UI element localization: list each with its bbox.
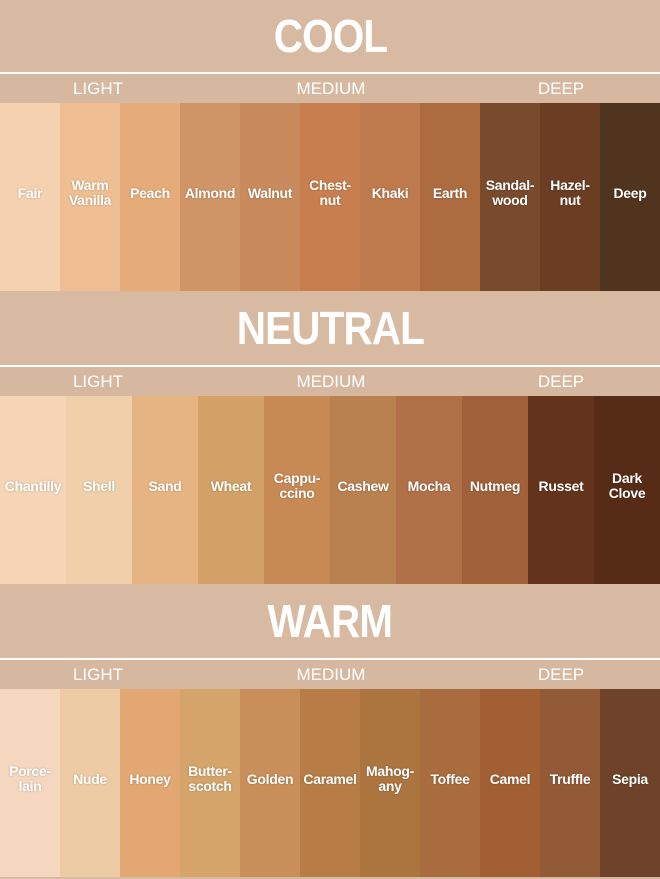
level-label-deep: DEEP [537,372,585,391]
shade-name: Chest- nut [309,177,351,208]
shade-name: Cashew [337,477,389,494]
shade-name: Golden [246,770,294,787]
shade-swatch: Wheat [198,396,264,584]
shade-swatch: Warm Vanilla [60,103,120,291]
section-title-text: COOL [273,10,387,62]
shade-name: Truffle [549,770,591,787]
shade-swatch: Earth [420,103,480,291]
shade-swatch: Chest- nut [300,103,360,291]
level-label-deep: DEEP [537,665,585,684]
section-cool: COOL LIGHT MEDIUM DEEP Fair Warm Vanilla Peac… [0,0,660,291]
shade-name: Nude [73,770,107,787]
shade-swatch: Golden [240,689,300,877]
shade-swatch: Chantilly [0,396,66,584]
shade-name: Dark Clove [608,470,646,501]
divider [0,658,660,660]
shade-swatch: Nutmeg [462,396,528,584]
shade-swatch: Walnut [240,103,300,291]
shade-swatch: Fair [0,103,60,291]
swatch-row: Chantilly Shell Sand Wheat Cappu- ccino Cashe… [0,396,660,584]
shade-swatch: Almond [180,103,240,291]
shade-swatch: Dark Clove [594,396,660,584]
shade-name: Camel [489,770,531,787]
shade-name: Warm Vanilla [68,177,112,208]
shade-name: Caramel [303,770,357,787]
level-labels: LIGHT MEDIUM DEEP [0,660,660,689]
shade-name: Butter- scotch [188,763,232,794]
section-title-text: WARM [267,595,394,647]
section-title-text: NEUTRAL [236,302,424,354]
shade-swatch: Cashew [330,396,396,584]
shade-name: Shell [83,477,115,494]
shade-swatch: Camel [480,689,540,877]
shade-swatch: Cappu- ccino [264,396,330,584]
shade-swatch: Sandal- wood [480,103,540,291]
shade-swatch: Khaki [360,103,420,291]
divider [0,72,660,74]
shade-swatch: Truffle [540,689,600,877]
shade-swatch: Deep [600,103,660,291]
divider [0,365,660,367]
shade-name: Walnut [247,184,293,201]
level-label-light: LIGHT [72,665,124,684]
shade-name: Russet [538,477,584,494]
swatch-row: Porce- lain Nude Honey Butter- scotch Golden… [0,689,660,877]
shade-swatch: Toffee [420,689,480,877]
shade-name: Sepia [612,770,648,787]
level-labels: LIGHT MEDIUM DEEP [0,74,660,103]
shade-name: Honey [129,770,171,787]
shade-name: Toffee [430,770,470,787]
shade-name: Mahog- any [366,763,414,794]
shade-name: Cappu- ccino [273,470,321,501]
shade-swatch: Sepia [600,689,660,877]
swatch-row: Fair Warm Vanilla Peach Almond Walnut Chest- … [0,103,660,291]
shade-swatch: Russet [528,396,594,584]
shade-name: Almond [184,184,236,201]
level-label-medium: MEDIUM [296,372,366,391]
level-label-deep: DEEP [537,79,585,98]
level-labels: LIGHT MEDIUM DEEP [0,367,660,396]
shade-swatch: Butter- scotch [180,689,240,877]
shade-swatch: Mocha [396,396,462,584]
level-label-light: LIGHT [72,79,124,98]
shade-name: Mocha [407,477,451,494]
shade-swatch: Shell [66,396,132,584]
shade-name: Porce- lain [9,763,51,794]
shade-name: Chantilly [4,477,62,494]
shade-name: Hazel- nut [550,177,590,208]
shade-name: Sand [148,477,182,494]
shade-swatch: Nude [60,689,120,877]
shade-swatch: Caramel [300,689,360,877]
shade-name: Sandal- wood [485,177,535,208]
shade-name: Khaki [371,184,409,201]
shade-name: Deep [613,184,647,201]
shade-name: Earth [432,184,468,201]
shade-swatch: Hazel- nut [540,103,600,291]
shade-swatch: Peach [120,103,180,291]
shade-name: Fair [17,184,43,201]
shade-name: Wheat [210,477,252,494]
shade-name: Peach [130,184,170,201]
section-title: WARM [0,584,660,658]
level-label-medium: MEDIUM [296,665,366,684]
shade-swatch: Sand [132,396,198,584]
shade-swatch: Honey [120,689,180,877]
shade-swatch: Mahog- any [360,689,420,877]
section-neutral: NEUTRAL LIGHT MEDIUM DEEP Chantilly Shell San… [0,291,660,584]
section-warm: WARM LIGHT MEDIUM DEEP Porce- lain Nude Honey… [0,584,660,877]
section-title: COOL [0,0,660,72]
level-label-light: LIGHT [72,372,124,391]
section-title: NEUTRAL [0,291,660,365]
level-label-medium: MEDIUM [296,79,366,98]
shade-name: Nutmeg [469,477,521,494]
shade-swatch: Porce- lain [0,689,60,877]
